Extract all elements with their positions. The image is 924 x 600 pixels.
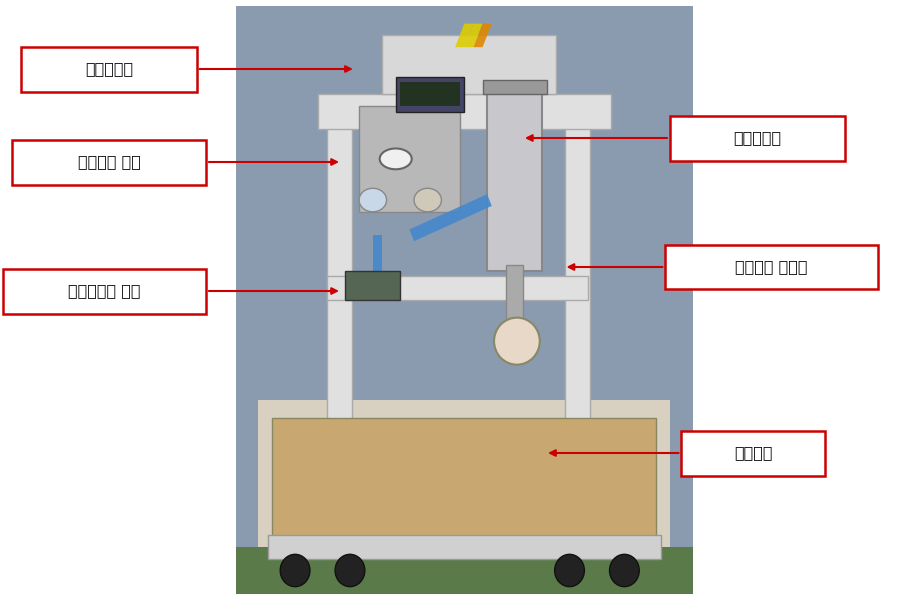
FancyBboxPatch shape — [3, 269, 206, 313]
Ellipse shape — [610, 554, 639, 587]
Polygon shape — [473, 23, 492, 47]
Bar — [400, 82, 460, 106]
Bar — [482, 80, 547, 94]
Circle shape — [380, 148, 412, 169]
Bar — [318, 94, 611, 130]
Bar — [327, 277, 588, 300]
FancyBboxPatch shape — [665, 245, 878, 289]
FancyBboxPatch shape — [670, 115, 845, 160]
Bar — [565, 118, 590, 547]
Text: 공압카운터: 공압카운터 — [85, 61, 133, 76]
Bar — [273, 418, 656, 547]
Ellipse shape — [280, 554, 310, 587]
Text: 공압실린더: 공압실린더 — [734, 130, 782, 145]
Bar — [487, 94, 542, 271]
Bar — [359, 106, 460, 212]
Bar — [236, 6, 693, 594]
Text: 솔레노이드 밸브: 솔레노이드 밸브 — [68, 283, 140, 298]
Polygon shape — [372, 235, 382, 283]
Bar — [268, 535, 661, 559]
Bar — [346, 271, 400, 300]
Bar — [395, 77, 465, 112]
Text: 에어크린 유닛: 에어크린 유닛 — [78, 154, 140, 169]
Bar — [236, 547, 693, 594]
Ellipse shape — [494, 317, 540, 365]
Ellipse shape — [414, 188, 442, 212]
Text: 알루미늄 프레임: 알루미늄 프레임 — [736, 259, 808, 274]
FancyBboxPatch shape — [21, 46, 197, 91]
Ellipse shape — [554, 554, 584, 587]
Ellipse shape — [359, 188, 386, 212]
Polygon shape — [456, 23, 473, 47]
Polygon shape — [409, 194, 492, 241]
Bar — [506, 265, 523, 323]
Text: 베이스판: 베이스판 — [734, 445, 772, 461]
Bar — [259, 400, 670, 547]
Ellipse shape — [335, 554, 365, 587]
Polygon shape — [464, 23, 482, 47]
Bar — [327, 118, 352, 547]
Bar — [382, 35, 555, 94]
FancyBboxPatch shape — [12, 139, 206, 185]
FancyBboxPatch shape — [681, 431, 824, 475]
